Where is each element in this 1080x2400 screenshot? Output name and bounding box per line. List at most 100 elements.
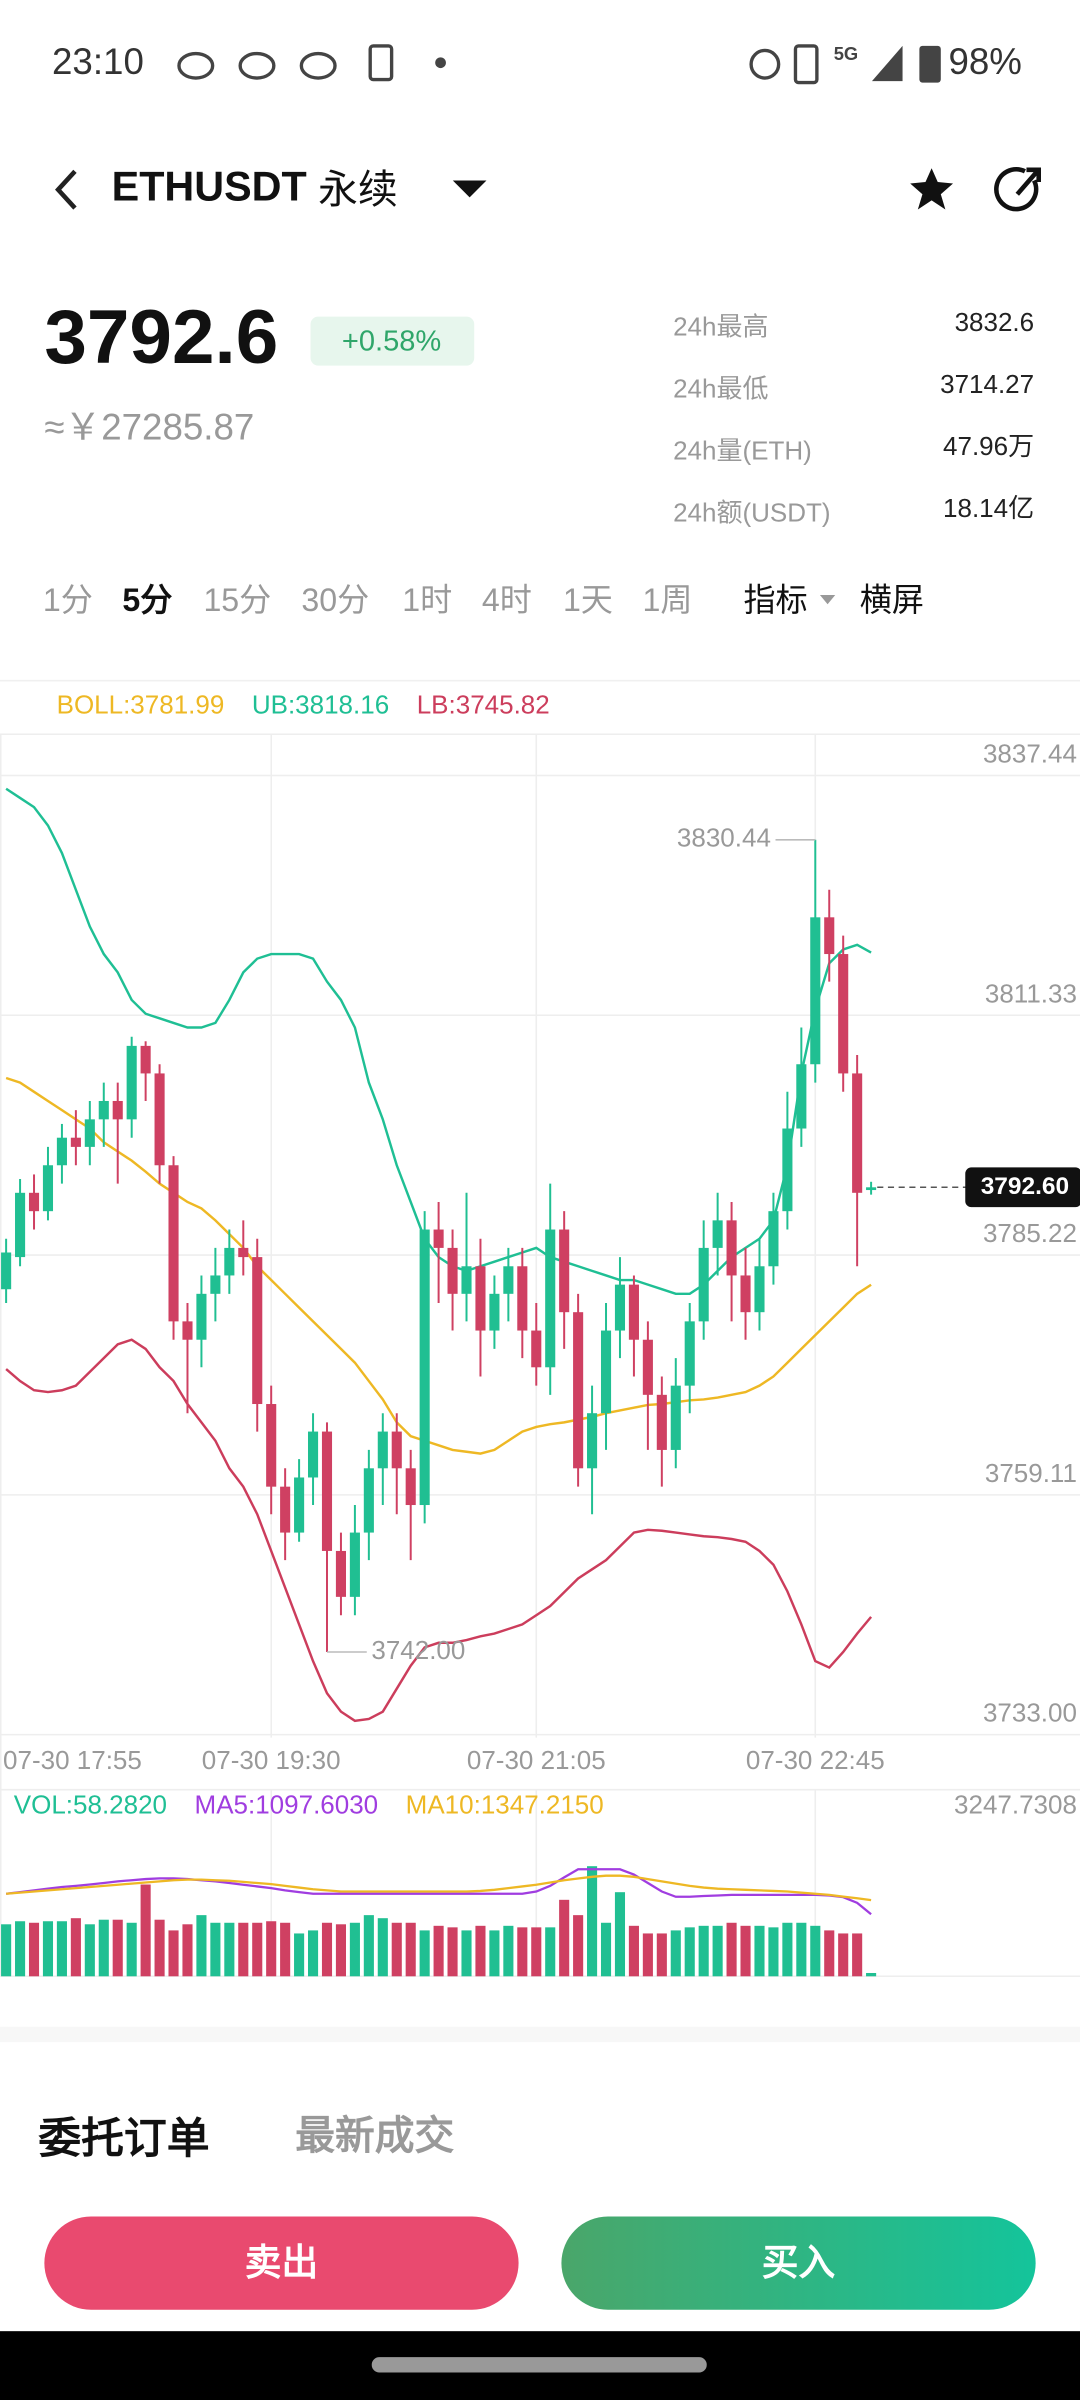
interval-tab[interactable]: 4时: [482, 582, 532, 618]
volume-bar: [224, 1922, 235, 1977]
volume-bar: [335, 1924, 346, 1977]
candle-body: [517, 1266, 528, 1331]
orders-tab[interactable]: 委托订单: [38, 2115, 209, 2163]
status-icons: [177, 44, 819, 85]
volume-bar: [28, 1922, 40, 1977]
indicator-dropdown[interactable]: [819, 595, 836, 605]
favorite-button[interactable]: [910, 168, 954, 210]
battery-icon: [919, 45, 941, 83]
stat-value: 18.14亿: [943, 493, 1034, 523]
volume-bar: [628, 1925, 639, 1977]
back-button[interactable]: [55, 169, 77, 210]
volume-bar: [294, 1933, 305, 1977]
candle-body: [168, 1165, 179, 1322]
status-network: 5G: [834, 43, 858, 64]
status-dot: [435, 57, 446, 69]
stat-label: 24h额(USDT): [673, 498, 830, 528]
volume-bar: [670, 1930, 681, 1977]
interval-tab[interactable]: 30分: [301, 582, 369, 618]
candle-body: [573, 1312, 584, 1469]
last-price-label: 3792.60: [981, 1173, 1069, 1200]
volume-bar: [475, 1925, 486, 1977]
candle-body: [70, 1137, 81, 1147]
volume-bar: [517, 1927, 528, 1977]
volume-tick-label: 3247.7308: [954, 1789, 1077, 1819]
landscape-button[interactable]: 横屏: [860, 582, 924, 618]
candle-body: [614, 1284, 626, 1331]
volume-legend: MA5:1097.6030: [195, 1789, 379, 1819]
volume-bar: [391, 1922, 402, 1977]
candle-body: [838, 954, 849, 1074]
trades-tab[interactable]: 最新成交: [295, 2114, 454, 2158]
overlay-line: [5, 1076, 872, 1455]
status-battery: 98%: [948, 41, 1021, 82]
interval-tab[interactable]: 1分: [43, 582, 93, 618]
volume-bar: [419, 1930, 430, 1977]
candle-body: [391, 1431, 402, 1469]
candle-body: [684, 1321, 695, 1386]
buy-label[interactable]: 买入: [762, 2242, 836, 2283]
status-time: 23:10: [52, 41, 144, 82]
y-tick-label: 3733.00: [983, 1698, 1077, 1728]
x-tick-label: 07-30 17:55: [3, 1745, 142, 1775]
volume-bar: [266, 1921, 277, 1977]
candle-body: [600, 1330, 612, 1414]
volume-legend: MA10:1347.2150: [406, 1789, 604, 1819]
volume-bar: [614, 1892, 626, 1977]
volume-bar: [15, 1921, 26, 1977]
signal-icon: [871, 45, 903, 82]
volume-bar: [810, 1925, 821, 1977]
volume-bar: [238, 1922, 249, 1977]
interval-tab[interactable]: 1周: [642, 582, 692, 618]
volume-bar: [84, 1924, 95, 1977]
stat-value: 3832.6: [955, 307, 1035, 337]
volume-bar: [712, 1925, 723, 1977]
candle-body: [754, 1266, 765, 1313]
sell-label[interactable]: 卖出: [245, 2242, 318, 2283]
volume-ma-line: [6, 1874, 872, 1902]
volume-bar: [377, 1918, 388, 1977]
volume-bar: [684, 1927, 695, 1977]
volume-legend: VOL:58.2820: [14, 1789, 167, 1819]
interval-tab[interactable]: 15分: [203, 582, 271, 618]
symbol[interactable]: ETHUSDT: [112, 164, 307, 210]
sell-button[interactable]: [44, 2216, 519, 2310]
indicator-button[interactable]: 指标: [743, 582, 807, 618]
candle-body: [852, 1073, 863, 1193]
last-price-box: [965, 1167, 1080, 1208]
buy-button[interactable]: [561, 2216, 1036, 2310]
candle-body: [15, 1192, 26, 1258]
volume-bar: [1, 1924, 12, 1977]
candle-body: [182, 1321, 193, 1340]
volume-bar: [349, 1922, 360, 1977]
candle-body: [740, 1275, 751, 1313]
candle-body: [447, 1247, 458, 1294]
candle-body: [252, 1257, 263, 1405]
candle-body: [363, 1468, 374, 1533]
contract-type[interactable]: 永续: [318, 168, 398, 212]
volume-bar: [726, 1922, 737, 1977]
stat-label: 24h量(ETH): [673, 436, 812, 466]
candle-body: [154, 1073, 165, 1166]
candle-body: [294, 1477, 305, 1533]
volume-bar: [852, 1933, 863, 1977]
candle-body: [782, 1128, 793, 1212]
candle-body: [321, 1431, 333, 1551]
overlay-legend: LB:3745.82: [417, 690, 550, 720]
volume-bar: [56, 1921, 67, 1977]
section-gap: [0, 2026, 1080, 2043]
x-tick-label: 07-30 19:30: [202, 1745, 341, 1775]
candle-body: [419, 1229, 430, 1506]
symbol-dropdown[interactable]: [452, 180, 487, 198]
interval-tab[interactable]: 5分: [122, 582, 172, 618]
candle-body: [126, 1045, 137, 1120]
interval-tab[interactable]: 1时: [402, 582, 452, 618]
home-indicator[interactable]: [371, 2357, 707, 2373]
candle-body: [628, 1284, 639, 1340]
share-button[interactable]: [994, 167, 1039, 212]
volume-bar: [196, 1915, 207, 1977]
volume-bar: [503, 1925, 514, 1977]
interval-tabs: 1分 5分 15分 30分 1时 4时 1天 1周: [43, 582, 693, 618]
interval-tab[interactable]: 1天: [563, 582, 613, 618]
share-arrow: [1015, 167, 1041, 196]
